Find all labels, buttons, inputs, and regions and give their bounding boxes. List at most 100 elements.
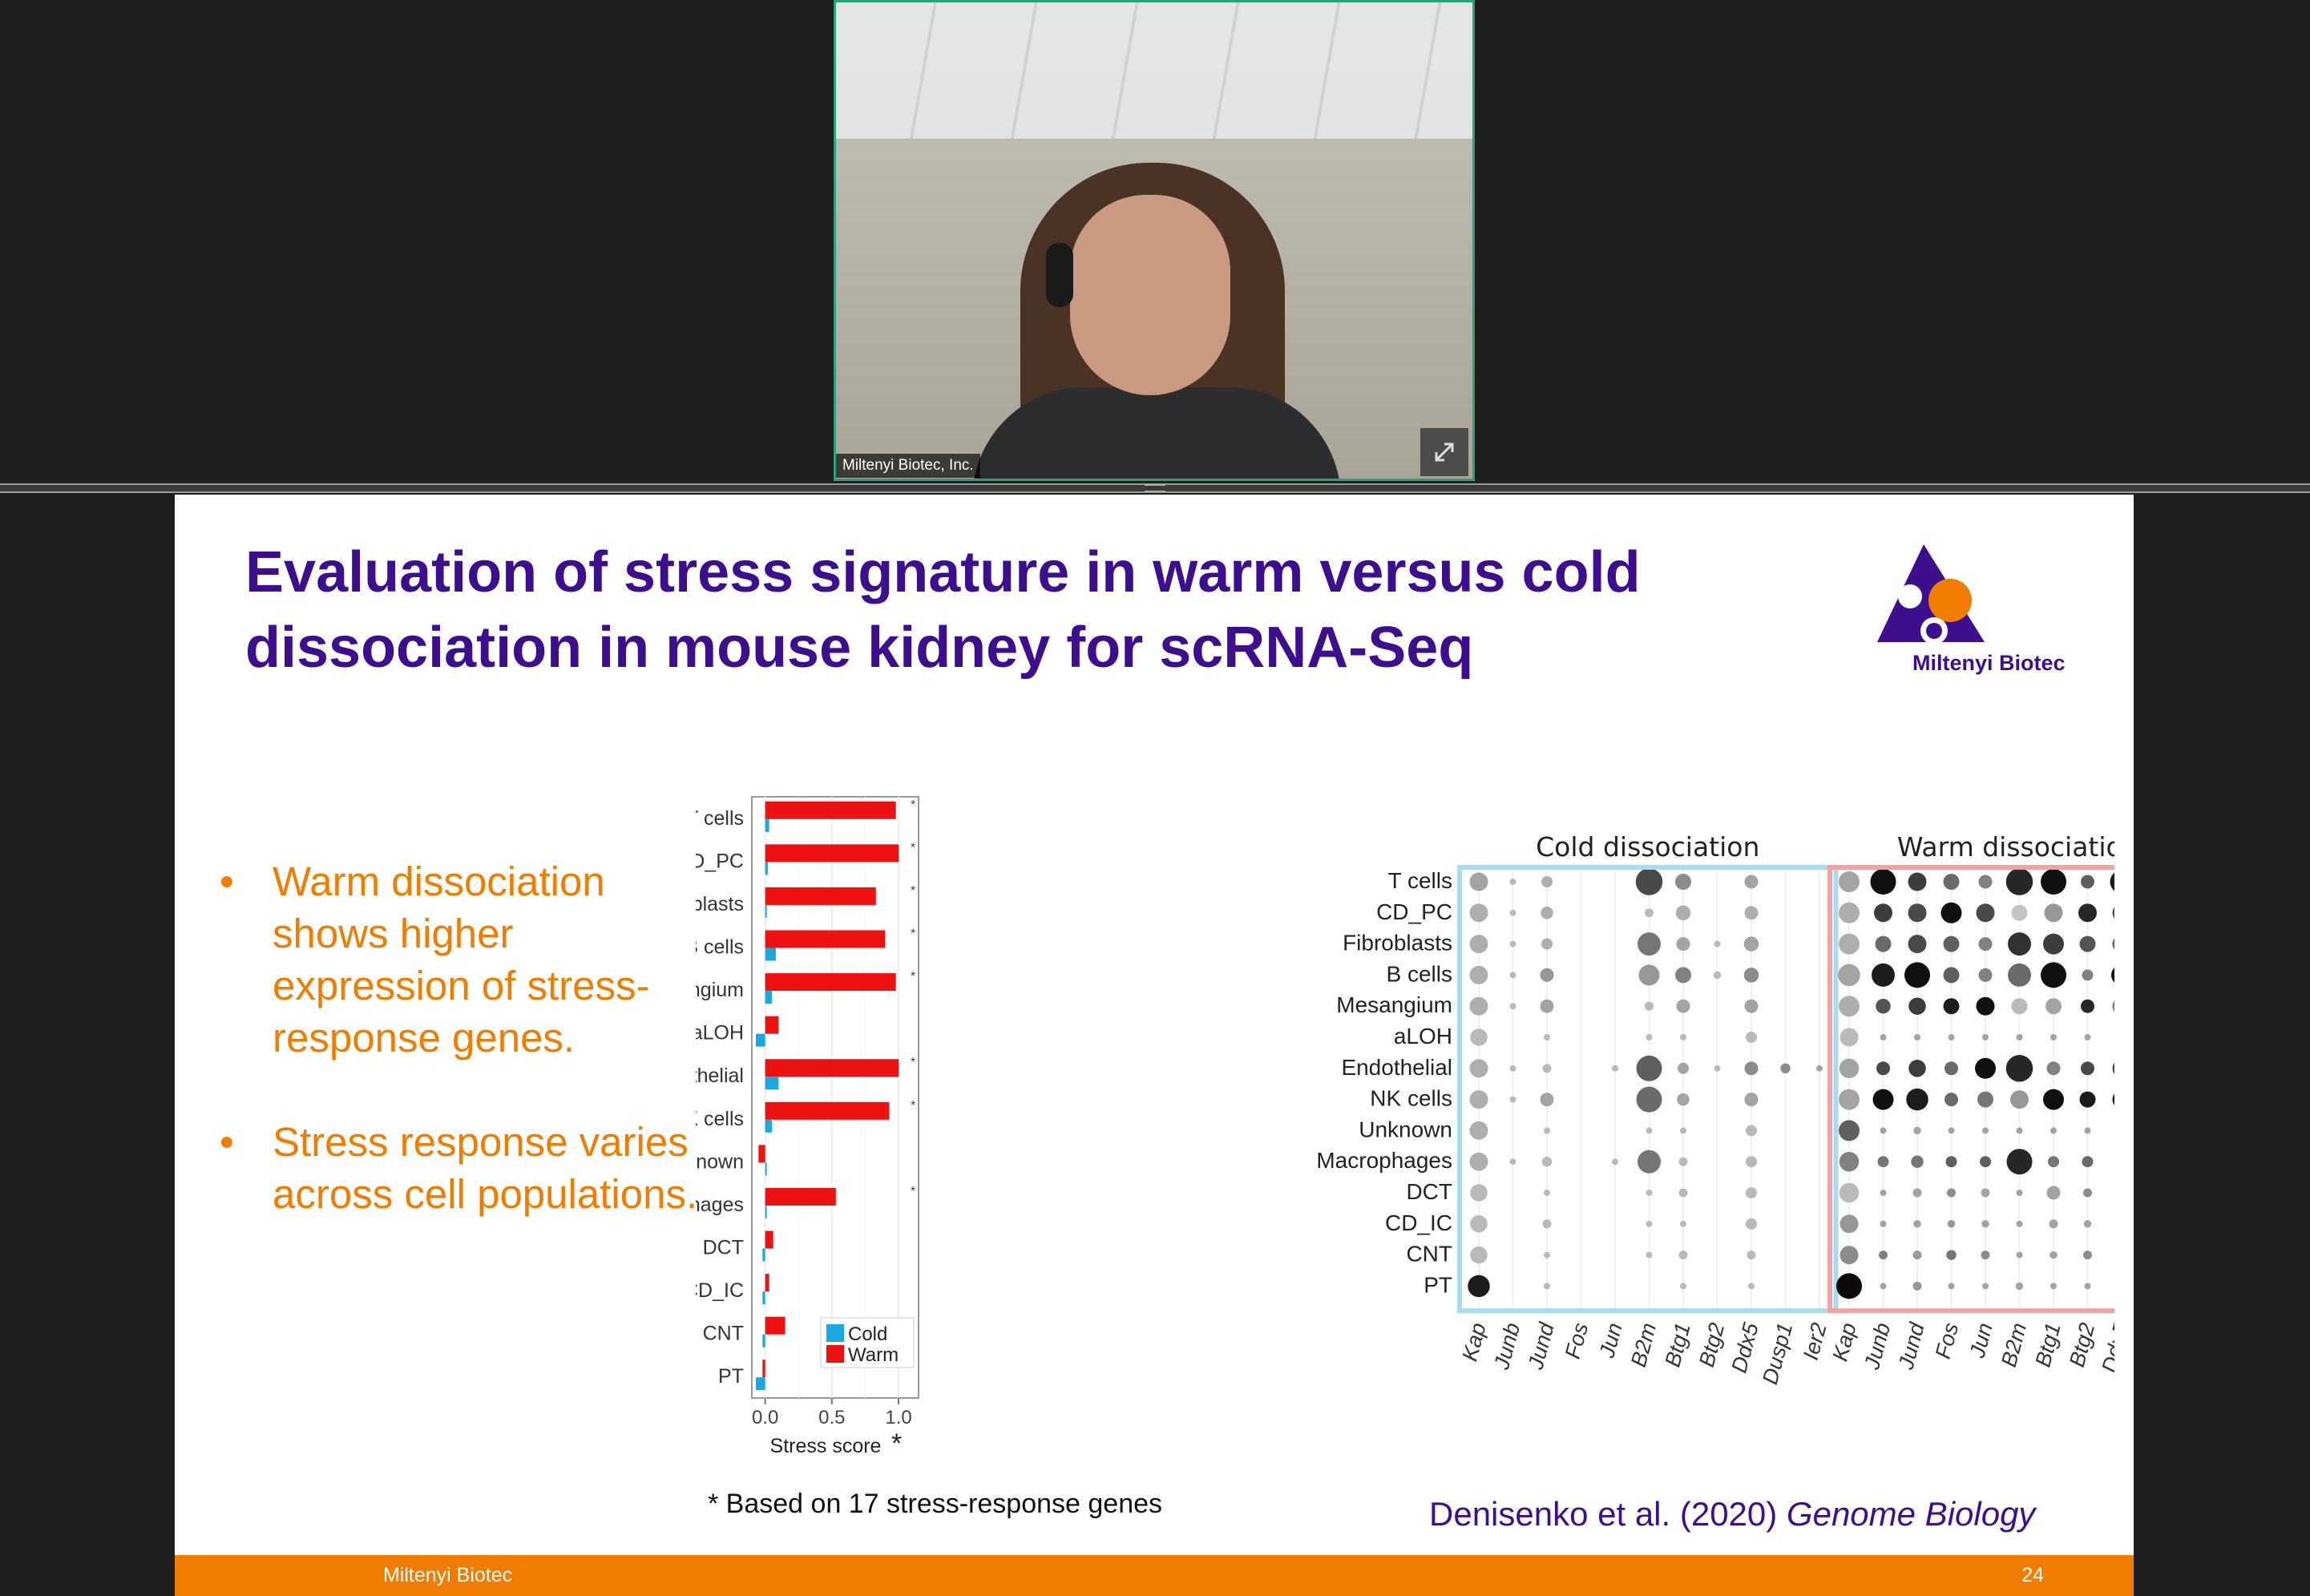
bar-cold bbox=[765, 904, 767, 918]
bar-warm bbox=[765, 1059, 899, 1077]
expand-icon[interactable] bbox=[1420, 428, 1468, 476]
expand-icon-glyph bbox=[1435, 442, 1454, 462]
dot-row-label: Fibroblasts bbox=[1343, 931, 1452, 956]
dot-mark bbox=[2084, 1034, 2091, 1040]
dot-column-label: Kap bbox=[1827, 1320, 1860, 1364]
bar-warm bbox=[765, 1016, 779, 1034]
dot-mark bbox=[1908, 997, 1926, 1015]
dot-mark bbox=[1874, 903, 1892, 923]
dot-mark bbox=[2050, 1034, 2057, 1040]
dot-mark bbox=[1542, 1219, 1552, 1229]
dot-mark bbox=[1913, 1126, 1921, 1135]
dot-mark bbox=[1875, 935, 1892, 952]
bar-chart-panel bbox=[751, 796, 919, 1399]
dot-row-label: CD_IC bbox=[1385, 1210, 1452, 1235]
slide-footer: Miltenyi Biotec 24 bbox=[175, 1555, 2134, 1596]
significance-mark: * bbox=[911, 841, 915, 855]
dot-mark bbox=[2111, 968, 2114, 983]
dot-mark bbox=[2010, 1090, 2029, 1109]
dot-mark bbox=[1744, 875, 1759, 889]
dot-column-label: Btg1 bbox=[1660, 1320, 1694, 1369]
dot-mark bbox=[1911, 1155, 1924, 1168]
dot-mark bbox=[1981, 1220, 1989, 1228]
dot-column-label: Btg2 bbox=[2065, 1320, 2099, 1369]
bar-cold bbox=[765, 1205, 767, 1218]
dot-mark bbox=[1544, 1034, 1550, 1040]
dot-mark bbox=[1677, 1093, 1690, 1106]
dot-mark bbox=[1912, 1281, 1922, 1291]
dot-mark bbox=[1713, 971, 1722, 980]
dot-mark bbox=[2081, 875, 2094, 889]
dot-mark bbox=[1976, 903, 1995, 923]
dot-mark bbox=[2050, 1283, 2057, 1290]
citation-authors: Denisenko et al. (2020) bbox=[1429, 1495, 1787, 1533]
dot-mark bbox=[2083, 1251, 2092, 1260]
participant-video[interactable] bbox=[834, 0, 1475, 481]
dot-mark bbox=[2110, 872, 2114, 891]
dot-mark bbox=[1469, 872, 1488, 891]
bar-category-label: DCT bbox=[703, 1237, 744, 1259]
dot-mark bbox=[2044, 903, 2063, 923]
citation-journal: Genome Biology bbox=[1786, 1495, 2036, 1533]
dot-mark bbox=[1540, 999, 1554, 1013]
dot-mark bbox=[2011, 998, 2028, 1015]
dot-row-label: NK cells bbox=[1370, 1086, 1452, 1111]
bar-category-label: NK cells bbox=[696, 1108, 744, 1130]
dot-mark bbox=[1675, 874, 1691, 890]
divider-grip-handle[interactable] bbox=[1145, 484, 1165, 492]
dot-mark bbox=[1509, 909, 1516, 916]
logo-text: Miltenyi Biotec bbox=[1912, 651, 2066, 675]
bar-warm bbox=[765, 930, 886, 948]
dot-mark bbox=[1541, 876, 1553, 887]
dot-row-label: Unknown bbox=[1359, 1117, 1452, 1141]
dot-panel-frame bbox=[1827, 865, 2114, 1314]
dot-mark bbox=[1976, 996, 1995, 1016]
bar-x-tick-label: 1.0 bbox=[885, 1407, 911, 1428]
dot-mark bbox=[1948, 1034, 1955, 1040]
dot-mark bbox=[1469, 1090, 1488, 1109]
dot-mark bbox=[1612, 1158, 1618, 1166]
dot-column-label: Fos bbox=[1931, 1320, 1964, 1361]
dot-row-label: Mesangium bbox=[1336, 992, 1452, 1017]
dot-mark bbox=[1746, 1187, 1757, 1198]
dot-mark bbox=[2112, 1093, 2114, 1105]
bar-category-label: aLOH bbox=[696, 1022, 744, 1044]
dot-column-label: Btg1 bbox=[2030, 1320, 2065, 1369]
dot-mark bbox=[1646, 1034, 1653, 1040]
dot-column-label: Junb bbox=[1489, 1320, 1525, 1372]
dot-mark bbox=[1541, 907, 1553, 919]
dot-mark bbox=[1544, 1251, 1550, 1259]
dot-panel-frame bbox=[1457, 865, 1839, 1314]
dot-mark bbox=[1509, 940, 1516, 947]
bar-warm bbox=[765, 887, 876, 905]
dot-row-label: aLOH bbox=[1394, 1024, 1452, 1049]
dot-mark bbox=[2016, 1127, 2023, 1134]
dot-mark bbox=[1743, 936, 1759, 952]
dot-mark bbox=[1748, 1283, 1755, 1290]
bar-category-label: Macrophages bbox=[696, 1194, 744, 1216]
dot-mark bbox=[2015, 1282, 2024, 1291]
dot-row-label: Macrophages bbox=[1316, 1148, 1452, 1173]
dot-mark bbox=[2006, 1149, 2033, 1175]
bullet-marker: • bbox=[220, 1119, 234, 1165]
dot-mark bbox=[1509, 972, 1516, 979]
dot-mark bbox=[1816, 1065, 1823, 1072]
dot-column-label: Jun bbox=[1594, 1320, 1627, 1361]
significance-mark: * bbox=[911, 970, 915, 984]
dot-mark bbox=[1612, 1065, 1618, 1072]
dot-mark bbox=[1746, 1156, 1757, 1168]
dot-mark bbox=[1978, 937, 1993, 952]
bar-cold bbox=[765, 862, 768, 875]
dot-mark bbox=[1946, 1250, 1957, 1260]
dot-mark bbox=[1645, 908, 1654, 918]
slide-title-line-2: dissociation in mouse kidney for scRNA-S… bbox=[245, 616, 1474, 680]
miltenyi-logo-icon bbox=[1877, 544, 1985, 644]
dot-mark bbox=[1469, 1121, 1488, 1140]
bar-x-axis-label-mark: * bbox=[891, 1428, 902, 1459]
bar-cold bbox=[762, 1248, 765, 1262]
dot-mark bbox=[1908, 872, 1927, 891]
dot-mark bbox=[2079, 935, 2096, 952]
bar-category-label: B cells bbox=[696, 936, 744, 959]
